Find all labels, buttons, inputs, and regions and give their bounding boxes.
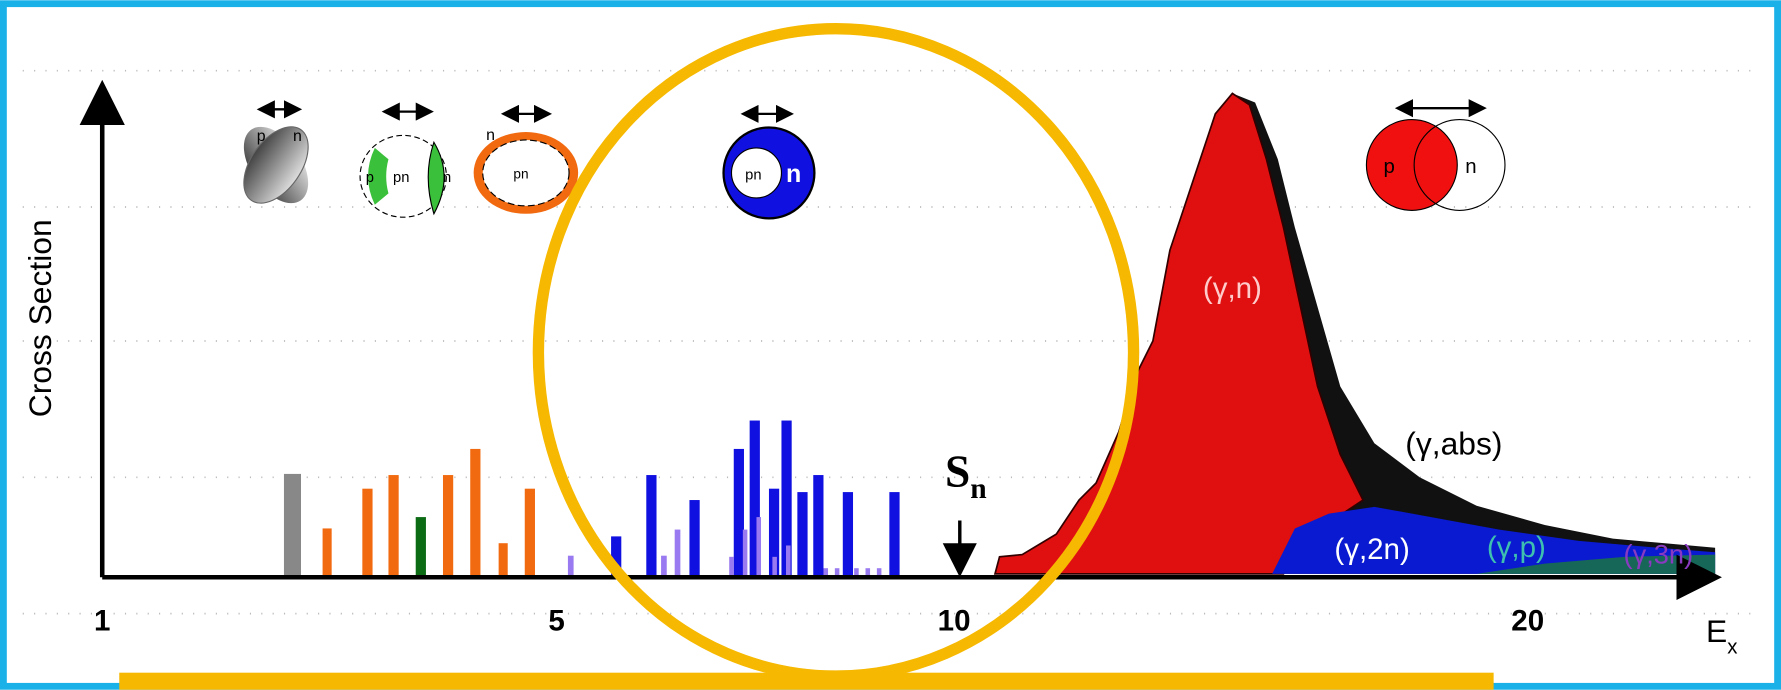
icon-label: p [366, 170, 374, 186]
icon-label: n [443, 170, 451, 186]
reaction-label: (γ,2n) [1334, 533, 1409, 566]
icon-label: n [293, 128, 302, 145]
x-tick-label: 20 [1511, 605, 1544, 638]
reaction-label: (γ,p) [1487, 531, 1546, 564]
icon-giant: p n [1365, 99, 1506, 211]
icon-label: p [1383, 155, 1394, 178]
icon-pygmy-orange: n pn [473, 104, 579, 214]
reaction-label: (γ,n) [1203, 272, 1262, 305]
bars [283, 420, 900, 578]
icon-label: n [1465, 155, 1476, 178]
g3n-area [1476, 554, 1716, 574]
icon-label: n [486, 127, 495, 144]
icon-scissors: p n [243, 100, 309, 204]
x-tick-label: 5 [548, 605, 564, 638]
threshold-label: Sn [945, 446, 987, 504]
g2n-area [1272, 506, 1716, 574]
reaction-label: (γ,3n) [1624, 539, 1694, 570]
x-axis-label: Ex [1706, 613, 1737, 658]
reaction-label: (γ,abs) [1405, 426, 1502, 462]
gn-area [993, 92, 1365, 575]
y-axis-label: Cross Section [22, 219, 58, 417]
x-tick-label: 1 [94, 605, 110, 638]
icon-label: pn [513, 167, 528, 182]
highlight-bar [119, 672, 1494, 690]
threshold-main: S [945, 446, 970, 496]
x-tick-label: 10 [938, 605, 971, 638]
icon-label: pn [393, 170, 409, 186]
icon-label: pn [745, 168, 761, 184]
x-label-sub: x [1727, 635, 1737, 658]
icon-label: n [786, 160, 801, 188]
icon-skin: pn n [722, 104, 816, 220]
icon-pygmy-green: p pn n [359, 102, 451, 218]
icon-label: p [257, 128, 266, 145]
threshold-sub: n [970, 473, 986, 505]
x-label-main: E [1706, 613, 1727, 649]
